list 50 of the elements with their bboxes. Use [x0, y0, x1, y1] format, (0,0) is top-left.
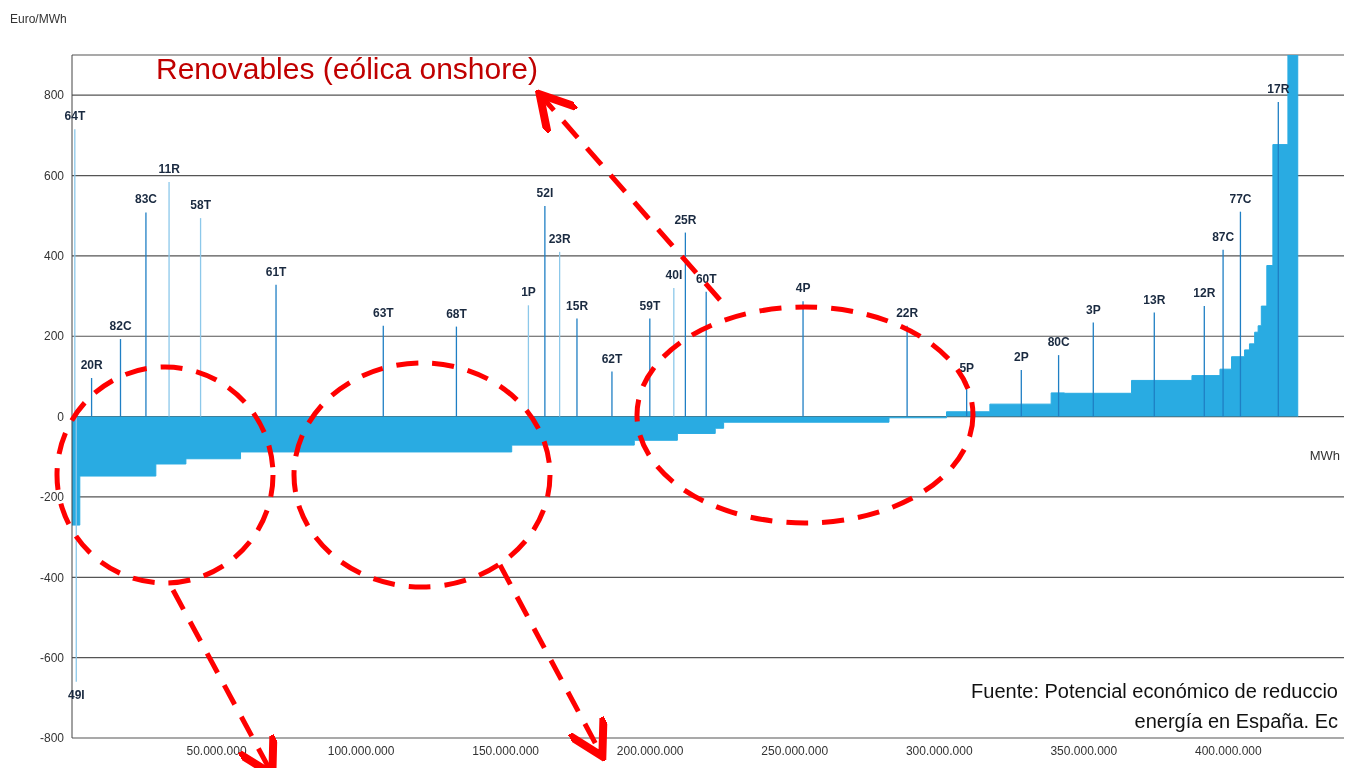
y-tick-label: 400	[43, 249, 65, 264]
annotation: 49I	[67, 688, 85, 703]
annotation: 87C	[1212, 229, 1235, 244]
y-tick-label: -800	[39, 731, 65, 746]
annotation: 1P	[521, 285, 536, 300]
x-tick-label: 250.000.000	[761, 743, 829, 758]
y-tick-label: 0	[57, 409, 65, 424]
y-tick-label: -400	[39, 570, 65, 585]
annotation: 80C	[1047, 335, 1071, 350]
x-axis-title: MWh	[1309, 448, 1340, 463]
annotation: Renovables (eólica onshore)	[156, 52, 538, 86]
annotation: 83C	[135, 192, 158, 207]
annotation: 59T	[639, 298, 661, 313]
x-tick-label: 400.000.000	[1195, 743, 1263, 758]
x-tick-label: 150.000.000	[472, 743, 540, 758]
annotation: 63T	[373, 305, 395, 320]
annotation: 12R	[1193, 286, 1216, 301]
annotation: 2P	[1014, 349, 1029, 364]
annotation: 62T	[601, 351, 624, 366]
annotation: 5P	[959, 361, 975, 376]
annotation: 22R	[896, 305, 919, 320]
x-tick-label: 350.000.000	[1050, 743, 1118, 758]
annotation: 82C	[109, 319, 132, 334]
annotation: 77C	[1229, 191, 1252, 206]
annotation: 61T	[265, 264, 288, 279]
annotation: 64T	[64, 109, 86, 124]
x-tick-label: 200.000.000	[616, 743, 684, 758]
annotation: 60T	[695, 271, 718, 286]
annotation: 15R	[566, 298, 589, 313]
y-tick-label: 200	[43, 329, 65, 344]
y-tick-label: 800	[43, 88, 65, 103]
annotation: 25R	[674, 212, 697, 227]
y-tick-label: 600	[43, 168, 65, 183]
annotation: 4P	[795, 281, 811, 296]
y-tick-label: -200	[39, 490, 65, 505]
annotation: 52I	[536, 186, 554, 201]
annotation: 58T	[190, 198, 212, 213]
y-axis-title: Euro/MWh	[10, 12, 67, 26]
annotation: 23R	[548, 231, 572, 246]
x-tick-label: 50.000.000	[186, 743, 247, 758]
annotation: 11R	[158, 161, 181, 176]
x-tick-label: 100.000.000	[327, 743, 395, 758]
annotation: 3P	[1086, 302, 1101, 317]
annotation: 68T	[446, 306, 468, 321]
annotation: Fuente: Potencial económico de reduccio energía en España. Ec	[971, 676, 1338, 736]
y-tick-label: -600	[39, 650, 65, 665]
annotation: 40I	[665, 268, 683, 283]
x-tick-label: 300.000.000	[905, 743, 973, 758]
annotation: 20R	[80, 358, 103, 373]
annotation: 13R	[1143, 292, 1166, 307]
